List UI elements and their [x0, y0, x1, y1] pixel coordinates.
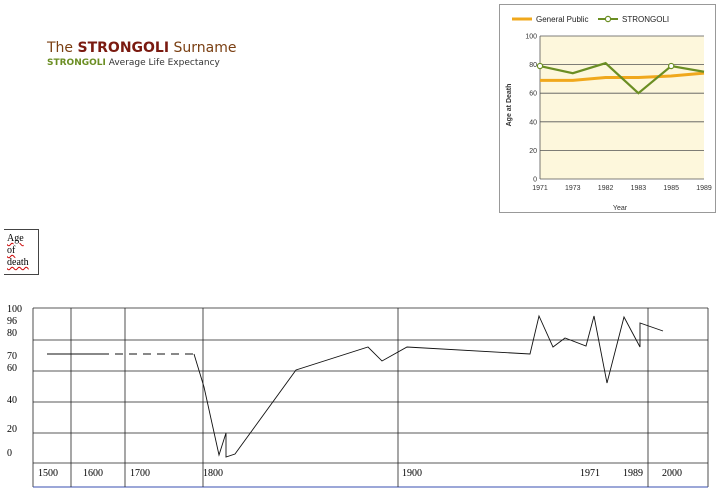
- main-y-tick-label: 96: [7, 316, 17, 327]
- main-line-series: [193, 314, 664, 458]
- inset-y-tick-label: 100: [525, 34, 537, 41]
- main-y-tick-label: 80: [7, 328, 17, 339]
- title-surname: STRONGOLI: [77, 40, 170, 56]
- main-x-tick-label: 1700: [130, 468, 150, 479]
- page-title: The STRONGOLI Surname: [47, 40, 237, 56]
- title-prefix: The: [47, 40, 78, 56]
- title-suffix: Surname: [169, 40, 237, 56]
- inset-legend: General Public STRONGOLI: [512, 15, 669, 24]
- main-x-tick-label: 1500: [38, 468, 58, 479]
- ylabel-word-death: death: [7, 257, 29, 268]
- main-line-group: [47, 314, 664, 458]
- main-x-tick-label: 1900: [402, 468, 422, 479]
- inset-y-tick-label: 60: [529, 91, 537, 98]
- main-y-tick-label: 60: [7, 363, 17, 374]
- inset-series-group: [536, 61, 705, 95]
- inset-y-tick-label: 80: [529, 62, 537, 69]
- inset-grid: [539, 35, 704, 180]
- inset-y-tick-label: 20: [529, 148, 537, 155]
- inset-series-point: [667, 62, 675, 70]
- inset-x-tick-label: 1982: [598, 185, 614, 192]
- inset-y-tick-label: 40: [529, 119, 537, 126]
- inset-x-axis-label: Year: [613, 205, 628, 212]
- ylabel-word-age: Age: [7, 233, 24, 244]
- main-y-axis-label: Age of death: [4, 229, 39, 275]
- inset-chart-svg: General Public STRONGOLI 0 20 40 60 80 100 1971…: [506, 15, 712, 212]
- page-subtitle: STRONGOLI Average Life Expectancy: [47, 58, 237, 68]
- inset-x-tick-label: 1971: [532, 185, 548, 192]
- main-y-tick-label: 100: [7, 304, 22, 315]
- inset-series-line: [539, 61, 705, 95]
- main-x-tick-label: 1989: [623, 468, 643, 479]
- main-x-tick-label: 1971: [580, 468, 600, 479]
- ylabel-word-of: of: [7, 245, 16, 256]
- inset-x-tick-label: 1973: [565, 185, 581, 192]
- inset-x-tick-label: 1985: [663, 185, 679, 192]
- inset-y-axis-label: Age at Death: [506, 84, 513, 127]
- inset-ticks: 0 20 40 60 80 100 1971 1973 1982 1983 1985 1989: [525, 34, 712, 193]
- main-x-ticks: 1500 1600 1700 1800 1900 1971 1989 2000: [38, 468, 682, 479]
- title-block: The STRONGOLI Surname STRONGOLI Average …: [47, 40, 237, 68]
- subtitle-surname: STRONGOLI: [47, 58, 106, 68]
- legend-label-strongoli: STRONGOLI: [622, 15, 669, 24]
- main-grid: [32, 307, 709, 488]
- inset-series-point: [536, 62, 544, 70]
- main-y-tick-label: 0: [7, 448, 12, 459]
- inset-chart: General Public STRONGOLI 0 20 40 60 80 100 1971…: [499, 4, 716, 213]
- main-y-tick-label: 20: [7, 424, 17, 435]
- legend-marker-strongoli: [604, 15, 612, 23]
- main-x-tick-label: 1600: [83, 468, 103, 479]
- inset-y-tick-label: 0: [533, 177, 537, 184]
- legend-label-general-public: General Public: [536, 15, 588, 24]
- inset-x-tick-label: 1989: [696, 185, 712, 192]
- inset-plot-area: [540, 36, 704, 179]
- main-y-tick-label: 40: [7, 395, 17, 406]
- main-chart: 0 20 40 60 70 80 96 100 1500 1600 1700 1800 1900 197…: [0, 275, 720, 493]
- inset-x-tick-label: 1983: [631, 185, 647, 192]
- main-x-tick-label: 2000: [662, 468, 682, 479]
- subtitle-text: Average Life Expectancy: [105, 58, 220, 68]
- main-y-tick-label: 70: [7, 351, 17, 362]
- main-x-tick-label: 1800: [203, 468, 223, 479]
